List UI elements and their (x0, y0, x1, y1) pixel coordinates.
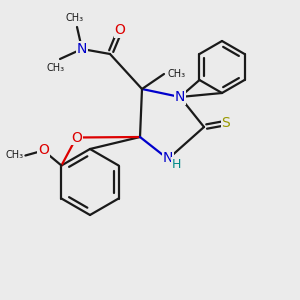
Text: N: N (175, 90, 185, 104)
Text: N: N (163, 151, 173, 165)
Text: CH₃: CH₃ (168, 69, 186, 79)
Text: H: H (171, 158, 181, 170)
Text: CH₃: CH₃ (5, 151, 23, 160)
Text: CH₃: CH₃ (47, 63, 65, 73)
Text: CH₃: CH₃ (66, 13, 84, 23)
Text: N: N (77, 42, 87, 56)
Text: O: O (115, 23, 125, 37)
Text: O: O (71, 130, 82, 145)
Text: O: O (38, 143, 49, 158)
Text: S: S (222, 116, 230, 130)
